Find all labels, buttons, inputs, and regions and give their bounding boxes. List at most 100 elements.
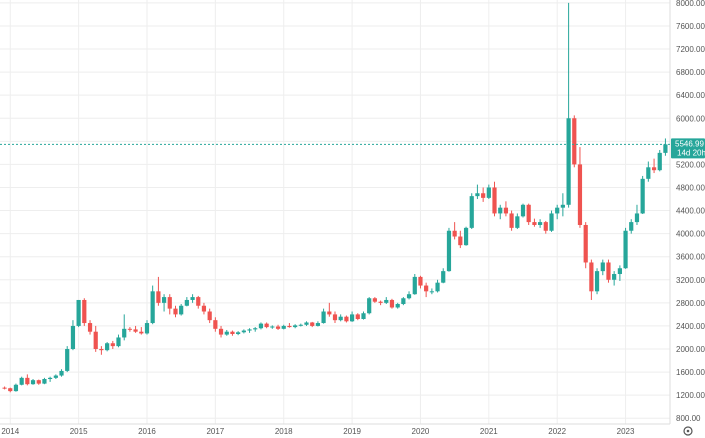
candle-body <box>127 328 132 330</box>
candle <box>150 285 155 325</box>
candle-body <box>53 375 58 378</box>
candle <box>315 321 321 327</box>
x-tick-label: 2018 <box>275 427 293 436</box>
candle-body <box>384 299 389 303</box>
x-tick-label: 2017 <box>206 427 224 436</box>
y-tick-label: 2000.00 <box>676 345 705 354</box>
candle-body <box>13 384 19 392</box>
candle <box>532 218 537 227</box>
candle-body <box>293 325 298 328</box>
candle <box>156 276 161 306</box>
candle <box>207 308 212 324</box>
candle-body <box>213 320 218 329</box>
candle <box>344 315 349 323</box>
candle <box>395 302 400 309</box>
candle <box>651 158 657 174</box>
candle <box>338 314 343 322</box>
candle-body <box>583 224 588 263</box>
candle-body <box>663 144 668 153</box>
candle-body <box>355 314 360 320</box>
candle-body <box>612 274 617 280</box>
candle <box>560 193 565 217</box>
candle-body <box>344 316 349 322</box>
candle-body <box>218 328 224 335</box>
candle <box>332 311 338 324</box>
candle-body <box>549 213 554 231</box>
candle <box>481 187 486 202</box>
candle <box>167 294 172 315</box>
y-tick-label: 800.00 <box>676 414 701 423</box>
candle <box>372 297 377 303</box>
candle-body <box>76 299 81 326</box>
candle <box>321 308 326 324</box>
candle <box>293 324 298 329</box>
y-tick-label: 2400.00 <box>676 322 705 331</box>
candle-body <box>634 213 640 223</box>
candle <box>304 321 309 326</box>
y-tick-label: 7200.00 <box>676 45 705 54</box>
candle-body <box>401 298 406 305</box>
candle-body <box>110 343 115 347</box>
candle-body <box>651 167 657 171</box>
settings-button[interactable] <box>683 426 693 436</box>
gear-icon-center <box>686 429 690 433</box>
candles <box>2 2 668 393</box>
candle-body <box>515 216 520 228</box>
candle <box>184 297 189 307</box>
candle <box>486 184 491 200</box>
candle <box>230 330 235 336</box>
candle <box>105 342 110 352</box>
candle <box>549 210 554 232</box>
candle-body <box>287 325 292 328</box>
candle-body <box>452 230 457 237</box>
candle-body <box>196 297 201 306</box>
candle-body <box>429 291 434 293</box>
candle <box>515 213 520 230</box>
candle-body <box>492 187 497 214</box>
candle-body <box>566 118 571 205</box>
candle-body <box>304 322 309 325</box>
candle-body <box>617 268 622 275</box>
candle-body <box>42 379 47 384</box>
candle <box>583 222 588 269</box>
candle <box>76 299 81 328</box>
candle <box>435 279 440 293</box>
candle-body <box>59 370 64 376</box>
candle-body <box>640 178 645 214</box>
candle-body <box>361 313 366 320</box>
y-tick-labels: 800.00 1200.00 1600.00 2000.00 2400.00 2800.0… <box>676 0 705 423</box>
candle-body <box>481 193 486 198</box>
candle-body <box>406 294 412 299</box>
candle <box>310 321 315 328</box>
candle-body <box>572 118 577 165</box>
x-tick-label: 2021 <box>480 427 498 436</box>
candle <box>42 377 47 385</box>
candle-body <box>82 299 87 324</box>
candle-body <box>412 276 417 295</box>
candle <box>424 282 429 298</box>
candle <box>179 304 184 316</box>
candle-body <box>646 167 651 179</box>
x-tick-label: 2023 <box>617 427 635 436</box>
x-tick-label: 2014 <box>1 427 19 436</box>
candle-body <box>378 301 383 303</box>
candle-body <box>310 322 315 326</box>
candle-body <box>150 291 155 324</box>
candle-body <box>116 337 121 347</box>
candle-body <box>156 291 161 303</box>
candle <box>572 115 577 168</box>
candle-body <box>207 311 212 321</box>
candle <box>589 259 594 300</box>
y-tick-label: 1200.00 <box>676 391 705 400</box>
candle-body <box>372 298 377 302</box>
candle-body <box>281 325 286 329</box>
bar-countdown: 14d 20h <box>677 148 705 157</box>
candle <box>218 325 224 338</box>
candle <box>173 305 178 318</box>
candle <box>122 314 127 341</box>
candle-body <box>298 324 303 326</box>
candle-body <box>543 222 548 231</box>
candle-body <box>36 380 41 384</box>
candle <box>538 219 543 228</box>
candle-body <box>247 329 252 331</box>
